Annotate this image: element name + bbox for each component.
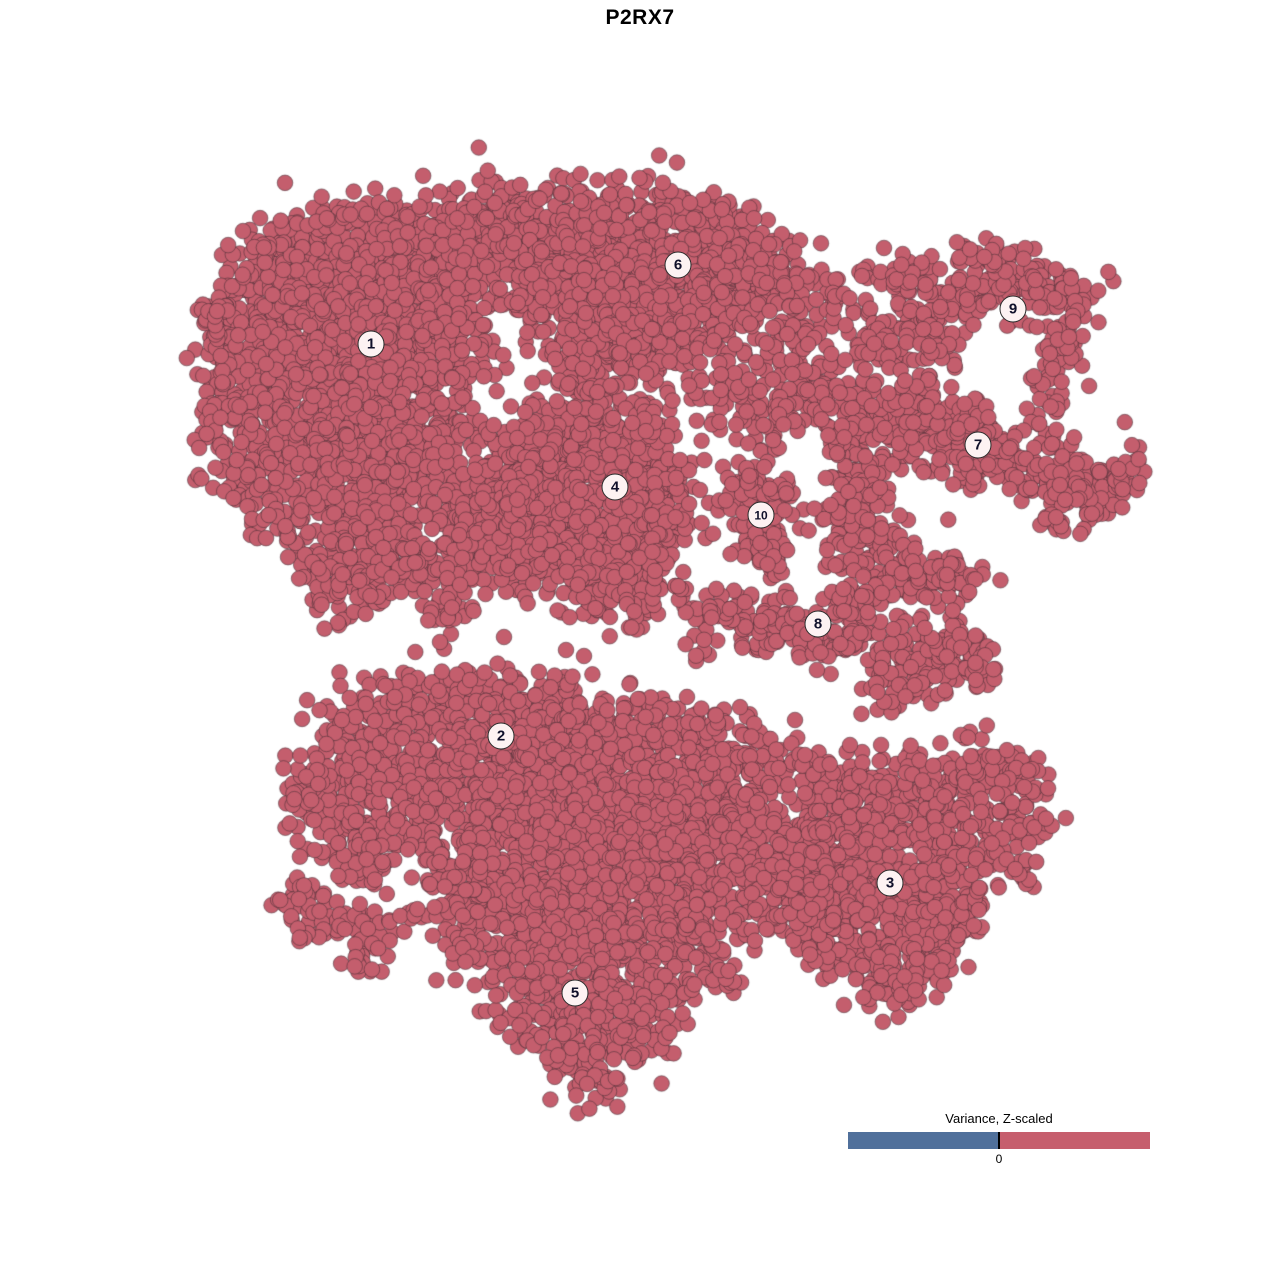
- legend-zero-label: 0: [995, 1152, 1003, 1166]
- cluster-label-7[interactable]: 7: [964, 431, 992, 459]
- legend-color-bar: [848, 1132, 1150, 1149]
- cluster-label-10[interactable]: 10: [747, 501, 775, 529]
- legend: Variance, Z-scaled 0: [848, 1111, 1150, 1166]
- cluster-label-4[interactable]: 4: [601, 473, 629, 501]
- legend-negative-segment: [848, 1132, 999, 1149]
- legend-positive-segment: [999, 1132, 1150, 1149]
- cluster-label-5[interactable]: 5: [561, 979, 589, 1007]
- cluster-label-3[interactable]: 3: [876, 869, 904, 897]
- cluster-label-6[interactable]: 6: [664, 251, 692, 279]
- cluster-label-2[interactable]: 2: [487, 722, 515, 750]
- cluster-label-1[interactable]: 1: [357, 330, 385, 358]
- cluster-label-9[interactable]: 9: [999, 295, 1027, 323]
- cluster-label-8[interactable]: 8: [804, 610, 832, 638]
- legend-zero-tick: [998, 1132, 1000, 1149]
- legend-title: Variance, Z-scaled: [945, 1111, 1053, 1126]
